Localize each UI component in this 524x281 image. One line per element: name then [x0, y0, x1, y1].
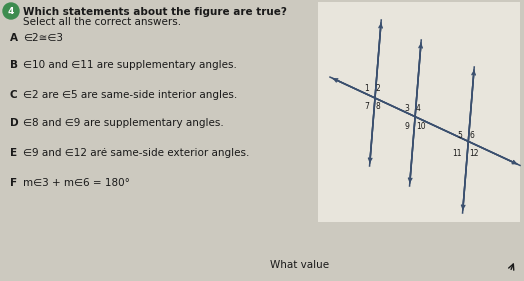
Text: 8: 8	[376, 102, 381, 111]
Text: 2: 2	[376, 84, 381, 93]
Text: 4: 4	[416, 104, 421, 113]
Text: E: E	[10, 148, 17, 158]
Text: ∈10 and ∈11 are supplementary angles.: ∈10 and ∈11 are supplementary angles.	[23, 60, 237, 70]
Text: 4: 4	[8, 6, 14, 15]
Text: Which statements about the figure are true?: Which statements about the figure are tr…	[23, 7, 287, 17]
Circle shape	[3, 3, 19, 19]
Text: What value: What value	[270, 260, 329, 270]
Text: A: A	[10, 33, 18, 43]
Text: ∈8 and ∈9 are supplementary angles.: ∈8 and ∈9 are supplementary angles.	[23, 118, 224, 128]
Text: 5: 5	[457, 131, 462, 140]
Text: 12: 12	[469, 149, 478, 158]
Text: ∈2≅∈3: ∈2≅∈3	[23, 33, 63, 43]
Text: 9: 9	[404, 122, 409, 131]
Text: Select all the correct answers.: Select all the correct answers.	[23, 17, 181, 27]
Text: m∈3 + m∈6 = 180°: m∈3 + m∈6 = 180°	[23, 178, 130, 188]
Text: ∈9 and ∈12 arė same-side exterior angles.: ∈9 and ∈12 arė same-side exterior angle…	[23, 148, 249, 158]
Text: 1: 1	[364, 84, 369, 93]
Text: 11: 11	[453, 149, 462, 158]
Text: 6: 6	[469, 131, 474, 140]
Text: F: F	[10, 178, 17, 188]
FancyBboxPatch shape	[318, 2, 520, 222]
Text: C: C	[10, 90, 18, 100]
Text: ∈2 are ∈5 are same-side interior angles.: ∈2 are ∈5 are same-side interior angles.	[23, 90, 237, 100]
Text: 3: 3	[404, 104, 409, 113]
Text: B: B	[10, 60, 18, 70]
Text: 10: 10	[416, 122, 425, 131]
Text: 7: 7	[364, 102, 369, 111]
Text: D: D	[10, 118, 19, 128]
